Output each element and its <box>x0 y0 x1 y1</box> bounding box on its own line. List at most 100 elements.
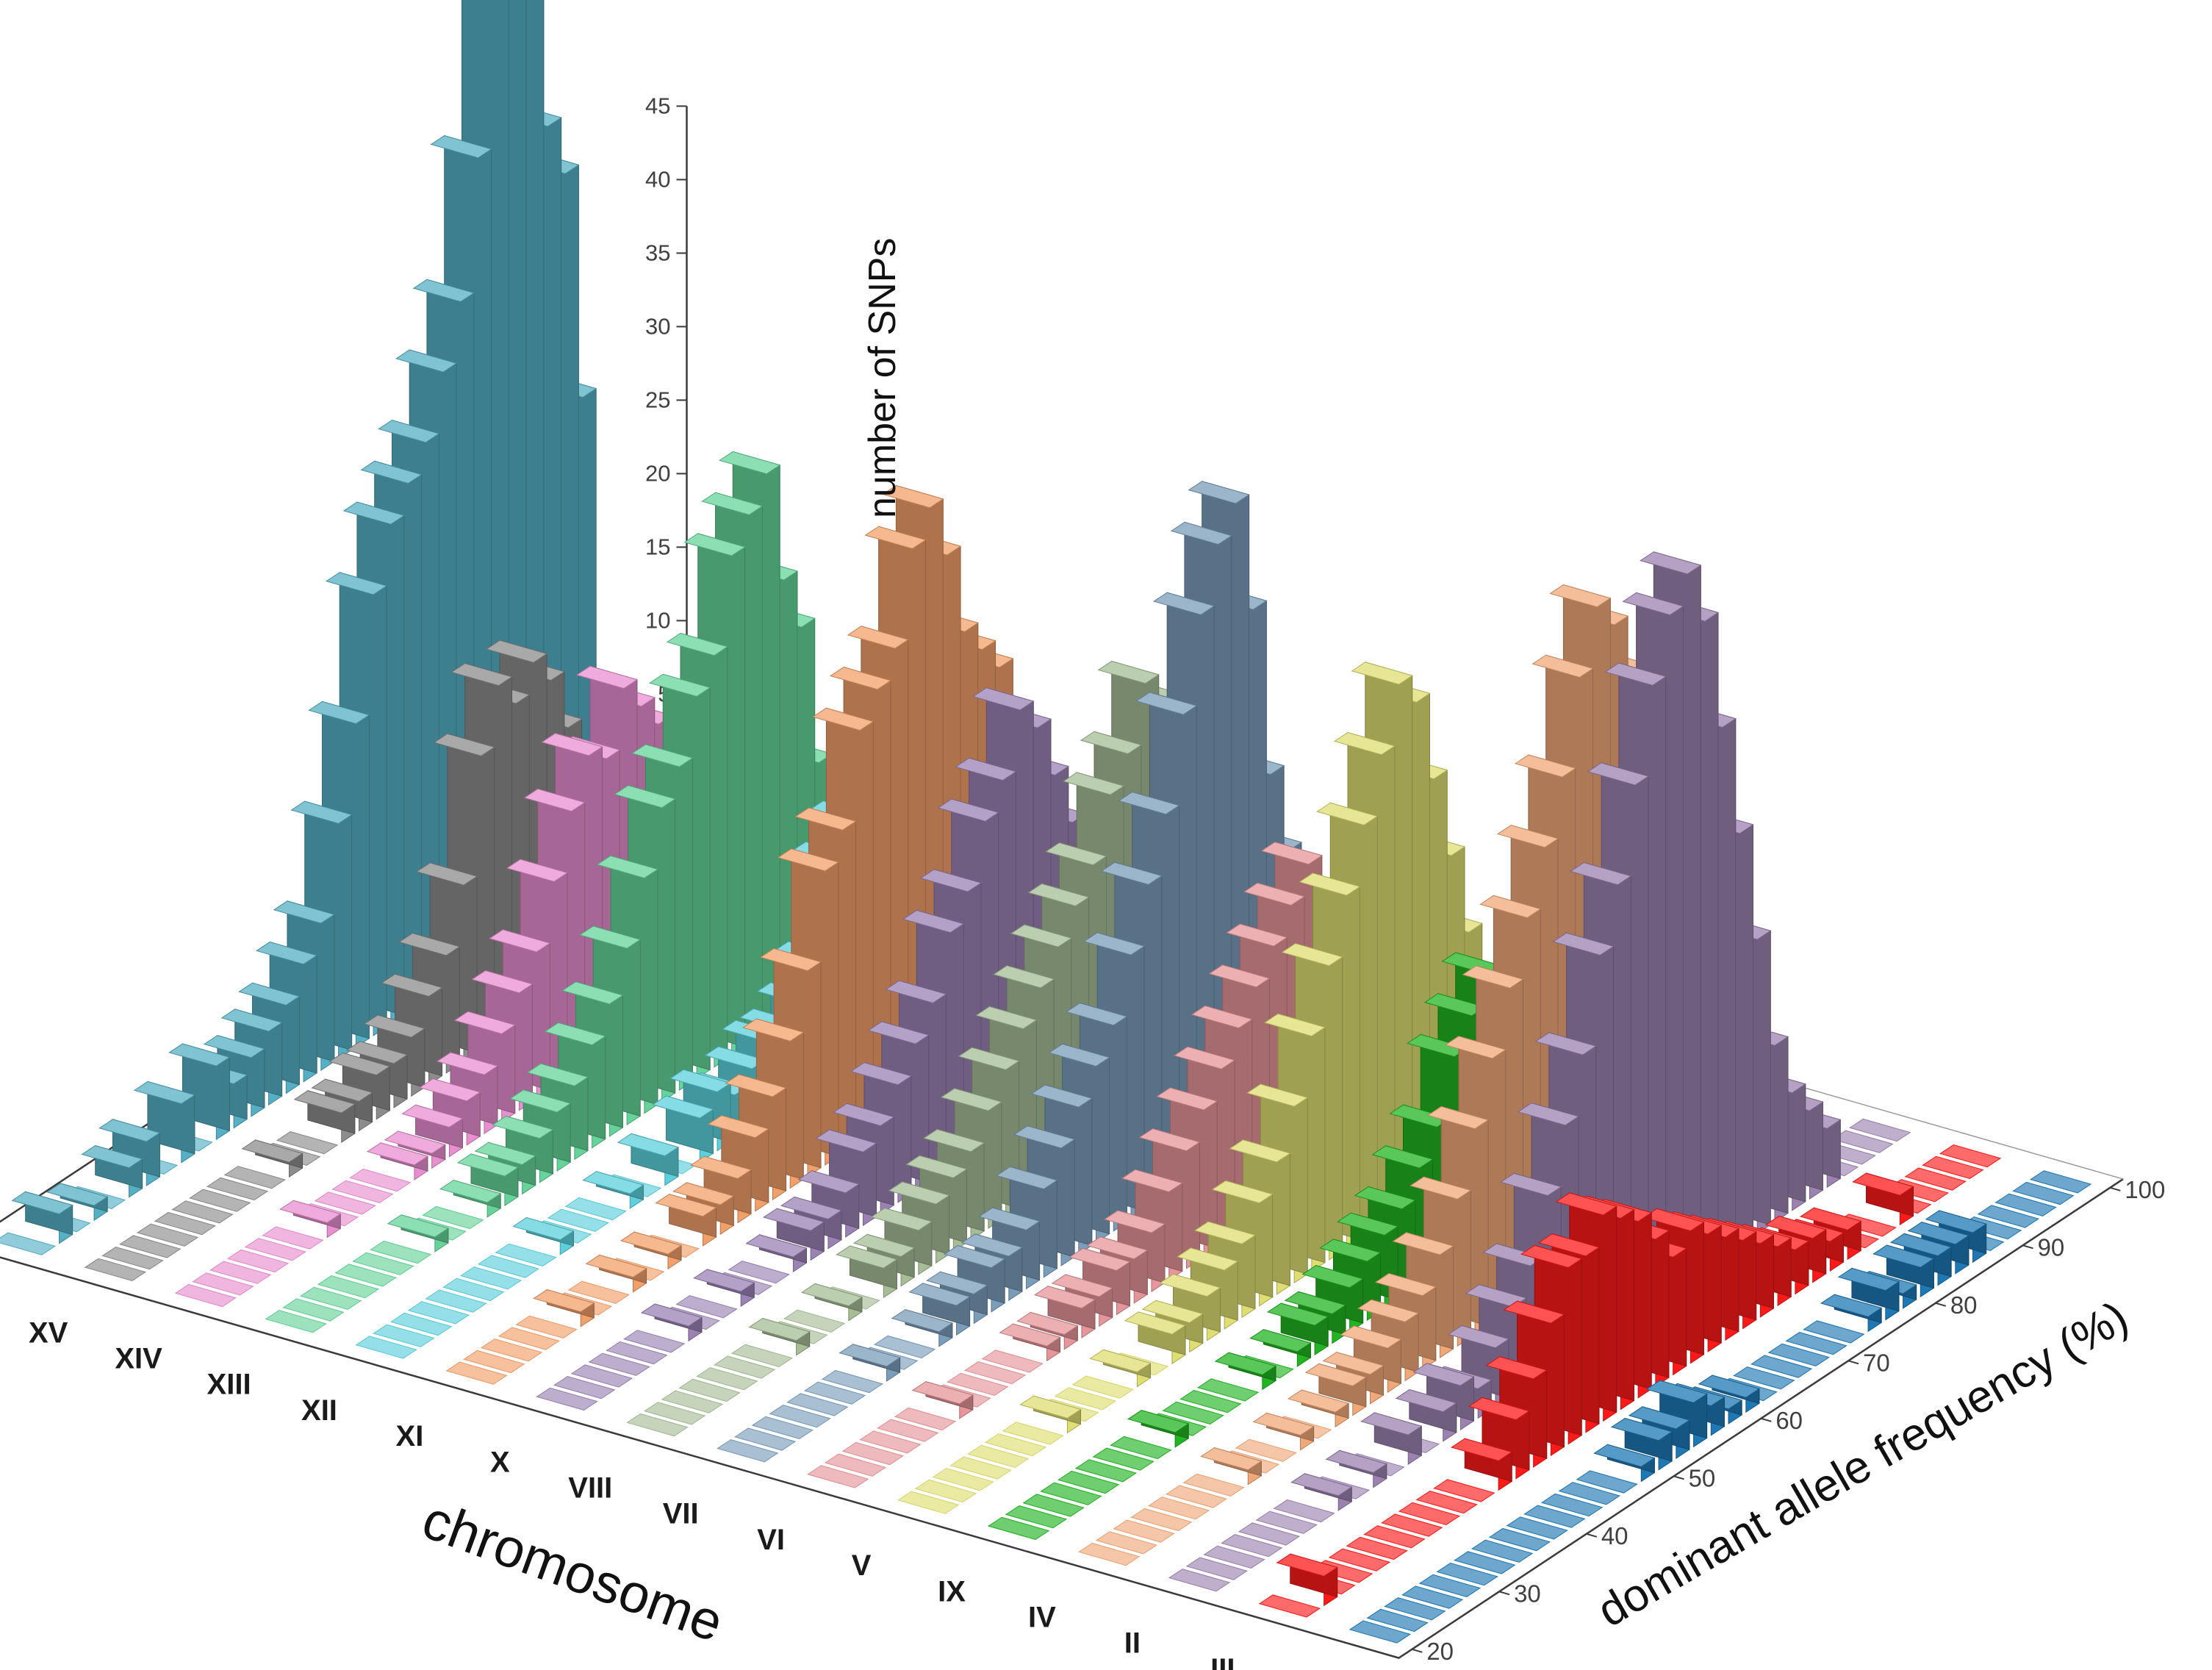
bar-top <box>1357 1299 1420 1323</box>
freq-tick-label: 90 <box>2038 1233 2065 1261</box>
bar-top <box>1299 872 1361 896</box>
bar-top <box>1016 1311 1079 1336</box>
bar-top <box>220 1008 283 1032</box>
bar-top <box>1500 1172 1562 1197</box>
bar-top <box>544 1022 606 1046</box>
bar-empty <box>445 1361 508 1385</box>
bar-empty <box>984 1433 1047 1457</box>
bar-empty <box>783 1309 846 1333</box>
bar-top <box>1555 1192 1617 1216</box>
bar-top <box>992 965 1055 989</box>
bar-top <box>1066 1003 1128 1026</box>
bar-empty <box>1147 1497 1210 1520</box>
bar-empty <box>154 1211 216 1236</box>
bar-empty <box>1558 1482 1621 1505</box>
bar-empty <box>498 1327 560 1350</box>
bar-empty <box>389 1312 453 1336</box>
bar-empty <box>1939 1144 2002 1168</box>
bar-top <box>1640 551 1702 575</box>
bar-top <box>1089 1349 1152 1373</box>
bar-top <box>1764 1215 1827 1239</box>
bar-empty <box>1506 1516 1568 1540</box>
bar-top <box>780 1196 843 1220</box>
bar-top <box>1628 1406 1691 1430</box>
bar-top <box>836 1245 898 1269</box>
freq-tick-label: 40 <box>1601 1522 1629 1549</box>
bar-empty <box>733 1427 797 1451</box>
bar-top <box>1118 791 1180 815</box>
bar-top <box>1069 1247 1131 1272</box>
bar-top <box>1127 1410 1190 1433</box>
z-tick-label: 15 <box>645 534 670 559</box>
bar-empty <box>728 1260 790 1284</box>
bar-top <box>436 1052 499 1075</box>
freq-tick-label: 50 <box>1689 1464 1716 1491</box>
z-axis-title: number of SNPs <box>861 238 904 519</box>
bar-empty <box>300 1286 362 1311</box>
bar-empty <box>1363 1525 1426 1549</box>
bar-top <box>864 526 927 550</box>
bar-top <box>1395 1388 1457 1413</box>
bar-top <box>882 484 944 509</box>
bar-top <box>652 1095 714 1119</box>
bar-series-group <box>0 0 2092 1644</box>
chromosome-label: XI <box>396 1420 424 1452</box>
bar-top <box>1284 1291 1347 1315</box>
freq-tick-mark <box>1761 1417 1772 1422</box>
bar-empty <box>877 1419 939 1442</box>
bar-top <box>1019 1395 1082 1419</box>
bar-top <box>168 1043 231 1067</box>
bar-top <box>617 1133 680 1157</box>
bar-top <box>1549 584 1612 608</box>
freq-tick-label: 60 <box>1775 1407 1803 1434</box>
chromosome-label: II <box>1124 1627 1141 1660</box>
bar-top <box>1208 964 1271 988</box>
bar-top <box>492 1115 554 1139</box>
bar-top <box>1570 861 1632 886</box>
bar-top <box>850 1062 913 1086</box>
bar-top <box>378 420 440 443</box>
bar-empty <box>1113 1519 1175 1543</box>
bar-top <box>777 848 839 872</box>
bar-top <box>1447 1325 1510 1349</box>
bar-empty <box>675 1295 738 1319</box>
bar-top <box>847 626 909 649</box>
bar-empty <box>807 1465 869 1488</box>
bar-top <box>238 982 301 1006</box>
bar-top <box>1392 1232 1454 1255</box>
bar-top <box>1479 895 1542 919</box>
bar-top <box>812 707 875 731</box>
bar-empty <box>643 1402 706 1425</box>
bar-empty <box>174 1283 237 1308</box>
bar-top <box>1252 1412 1315 1436</box>
bar-empty <box>2012 1181 2075 1205</box>
bar-top <box>725 1074 787 1097</box>
bar-top <box>541 733 603 756</box>
bar-empty <box>1922 1155 1984 1180</box>
bar-top <box>689 1155 753 1180</box>
bar-top <box>1152 592 1215 615</box>
bar-top <box>1051 1274 1113 1297</box>
bar-top <box>366 1142 429 1166</box>
bar-top <box>1820 1294 1883 1317</box>
bar-top <box>620 1231 683 1255</box>
bar-top <box>902 909 965 933</box>
chromosome-label: IV <box>1028 1602 1056 1634</box>
bar-top <box>255 941 318 965</box>
bar-top <box>1645 1380 1708 1403</box>
bar-top <box>1010 924 1073 947</box>
bar-top <box>387 1214 450 1238</box>
freq-tick-mark <box>1412 1648 1423 1653</box>
bar-empty <box>1540 1493 1604 1517</box>
bar-empty <box>459 1266 523 1290</box>
bar-top <box>1214 1352 1277 1375</box>
bar-top <box>1138 1128 1201 1152</box>
bar-top <box>1013 1125 1076 1149</box>
bar-empty <box>355 1336 417 1359</box>
bar-top <box>833 1103 895 1127</box>
bar-empty <box>425 1289 487 1313</box>
bar-empty <box>1803 1320 1865 1344</box>
bar-empty <box>981 1350 1044 1373</box>
bar-top <box>1316 802 1379 826</box>
